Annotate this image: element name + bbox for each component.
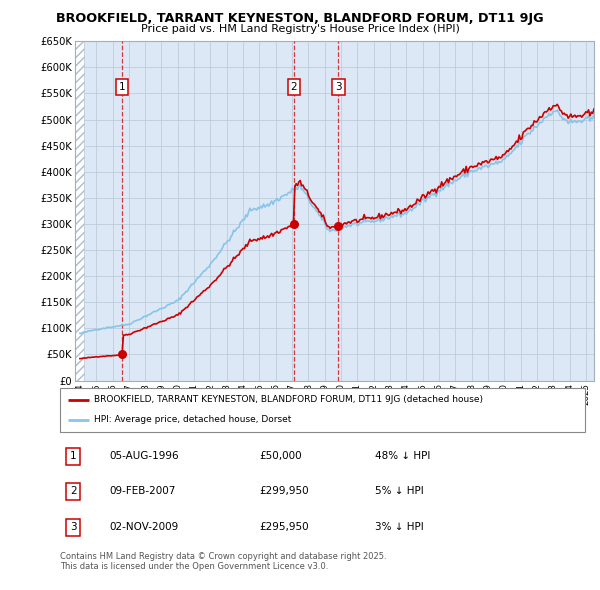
Text: £299,950: £299,950 — [260, 486, 309, 496]
Text: 1: 1 — [70, 451, 76, 461]
Text: 3% ↓ HPI: 3% ↓ HPI — [375, 522, 424, 532]
Text: 3: 3 — [70, 522, 76, 532]
Text: 02-NOV-2009: 02-NOV-2009 — [110, 522, 179, 532]
Text: 2: 2 — [70, 486, 76, 496]
Text: 2: 2 — [290, 82, 297, 92]
Text: BROOKFIELD, TARRANT KEYNESTON, BLANDFORD FORUM, DT11 9JG (detached house): BROOKFIELD, TARRANT KEYNESTON, BLANDFORD… — [94, 395, 483, 404]
FancyBboxPatch shape — [60, 388, 585, 432]
Text: 09-FEB-2007: 09-FEB-2007 — [110, 486, 176, 496]
Text: BROOKFIELD, TARRANT KEYNESTON, BLANDFORD FORUM, DT11 9JG: BROOKFIELD, TARRANT KEYNESTON, BLANDFORD… — [56, 12, 544, 25]
Text: HPI: Average price, detached house, Dorset: HPI: Average price, detached house, Dors… — [94, 415, 292, 424]
Text: Contains HM Land Registry data © Crown copyright and database right 2025.
This d: Contains HM Land Registry data © Crown c… — [60, 552, 386, 571]
Text: 5% ↓ HPI: 5% ↓ HPI — [375, 486, 424, 496]
Text: £50,000: £50,000 — [260, 451, 302, 461]
Text: 1: 1 — [119, 82, 125, 92]
Text: £295,950: £295,950 — [260, 522, 309, 532]
Text: Price paid vs. HM Land Registry's House Price Index (HPI): Price paid vs. HM Land Registry's House … — [140, 24, 460, 34]
Text: 05-AUG-1996: 05-AUG-1996 — [110, 451, 179, 461]
Text: 48% ↓ HPI: 48% ↓ HPI — [375, 451, 430, 461]
Text: 3: 3 — [335, 82, 342, 92]
